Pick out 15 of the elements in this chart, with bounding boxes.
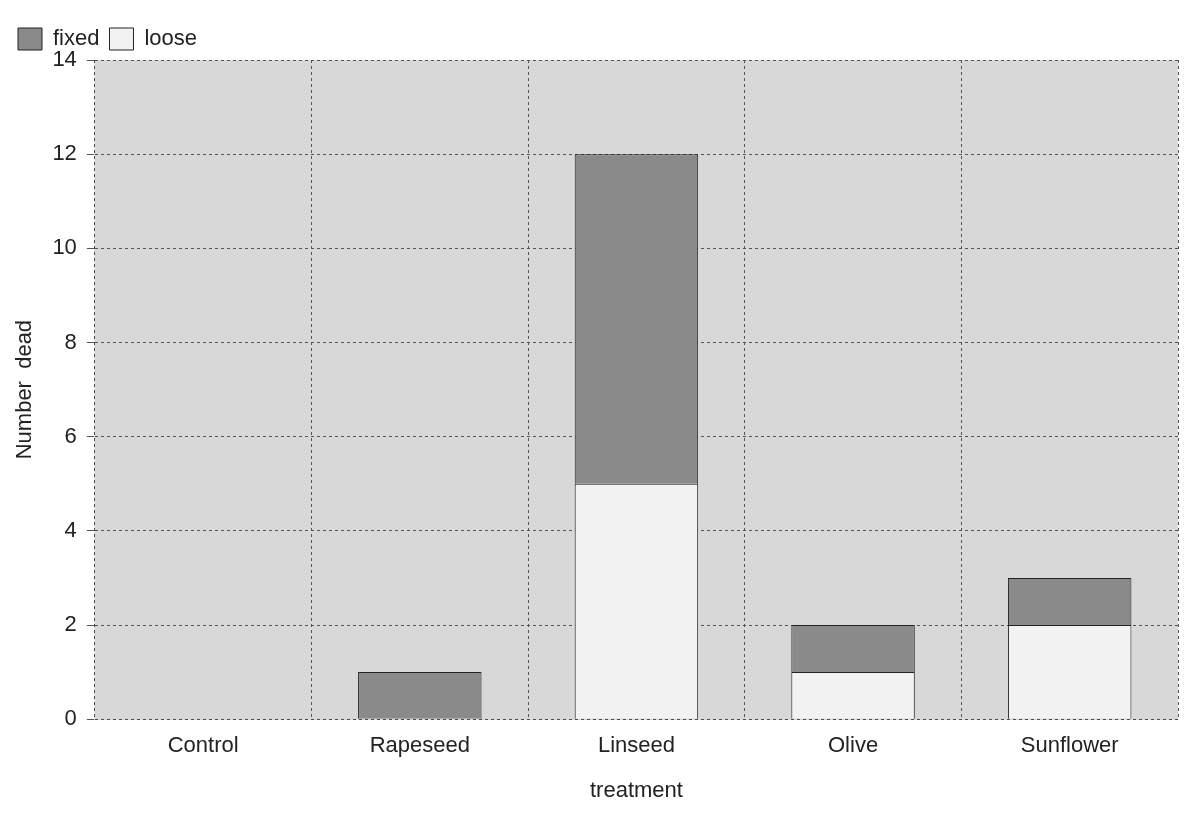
y-tick-label: 2 bbox=[64, 611, 77, 637]
y-tick-label: 4 bbox=[64, 516, 77, 542]
x-axis-title: treatment bbox=[589, 776, 683, 802]
y-axis-title: Number dead bbox=[11, 319, 37, 460]
x-tick-label: Linseed bbox=[597, 732, 675, 758]
y-tick-label: 10 bbox=[52, 234, 77, 260]
y-tick-label: 12 bbox=[52, 140, 77, 166]
x-tick-label: Olive bbox=[828, 732, 879, 758]
x-tick-label: Rapeseed bbox=[369, 732, 470, 758]
y-tick-label: 0 bbox=[64, 705, 77, 731]
y-tick-label: 6 bbox=[64, 422, 77, 448]
x-tick-label: Sunflower bbox=[1020, 732, 1119, 758]
legend-label: loose bbox=[144, 25, 198, 51]
x-tick-label: Control bbox=[167, 732, 239, 758]
y-tick-label: 8 bbox=[64, 328, 77, 354]
